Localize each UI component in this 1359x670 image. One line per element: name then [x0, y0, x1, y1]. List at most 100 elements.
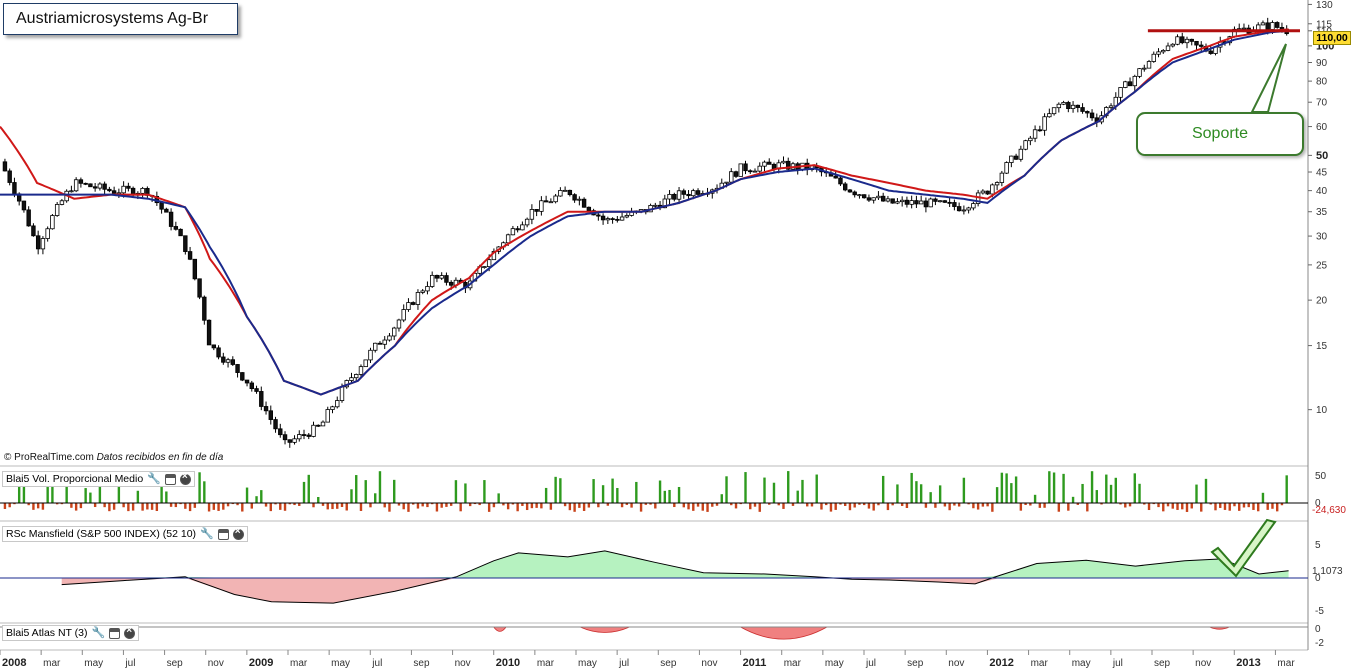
candle-body — [577, 198, 582, 201]
volume-bar — [1043, 503, 1046, 508]
rsc-panel-title: RSc Mansfield (S&P 500 INDEX) (52 10) — [6, 528, 197, 540]
candle-body — [406, 302, 411, 310]
candle-body — [73, 179, 79, 192]
volume-bar — [369, 503, 372, 508]
volume-bar — [464, 483, 467, 503]
volume-bar — [616, 487, 619, 503]
candle-body — [26, 209, 31, 227]
price-tick-label: 60 — [1316, 122, 1328, 133]
price-tick-label: 35 — [1316, 207, 1328, 218]
volume-bar — [1133, 473, 1136, 503]
candle-body — [947, 201, 952, 204]
candle-body — [439, 275, 444, 279]
volume-bar — [601, 485, 605, 503]
volume-bar — [1219, 503, 1222, 508]
candle-body — [373, 342, 378, 351]
candle-body — [1199, 44, 1204, 47]
price-tick-label: 90 — [1316, 58, 1328, 69]
candle-body — [1066, 102, 1071, 110]
candle-body — [1156, 51, 1161, 55]
candle-body — [50, 215, 55, 230]
candle-body — [548, 201, 554, 204]
wrench-icon[interactable]: 🔧 — [147, 472, 161, 485]
volume-bar — [435, 503, 439, 512]
volume-bar — [957, 503, 961, 507]
candle-body — [387, 335, 392, 341]
volume-bar — [279, 503, 282, 510]
time-tick-label: mar — [1277, 658, 1295, 669]
candle-body — [35, 235, 41, 250]
candle-body — [173, 226, 179, 230]
candle-body — [1075, 104, 1081, 108]
volume-bar — [317, 496, 320, 503]
volume-bar — [440, 503, 443, 508]
candle-body — [933, 198, 938, 202]
window-icon[interactable] — [109, 627, 121, 639]
volume-bar — [468, 503, 472, 507]
volume-bar — [312, 503, 315, 508]
volume-bar — [203, 481, 206, 503]
candle-body — [396, 319, 402, 329]
time-tick-label: may — [825, 658, 844, 669]
volume-bar — [739, 503, 742, 505]
candle-body — [529, 209, 535, 220]
candle-body — [880, 195, 886, 202]
close-icon[interactable] — [179, 471, 191, 485]
candle-body — [899, 199, 905, 203]
volume-bar — [611, 478, 614, 503]
time-tick-label: nov — [455, 658, 471, 669]
volume-tick-label: 50 — [1315, 471, 1327, 482]
volume-bar — [630, 503, 633, 508]
candle-body — [221, 356, 226, 363]
volume-last-value: -24,630 — [1312, 505, 1346, 516]
candle-body — [192, 258, 198, 280]
volume-bar — [1105, 474, 1108, 503]
volume-bar — [516, 503, 519, 512]
volume-bar — [27, 503, 30, 506]
wrench-icon[interactable]: 🔧 — [200, 527, 214, 540]
volume-bar — [1152, 503, 1155, 505]
volume-bar — [753, 503, 757, 507]
volume-bar — [1062, 473, 1065, 503]
candle-body — [415, 292, 421, 305]
wrench-icon[interactable]: 🔧 — [91, 626, 106, 639]
volume-bar — [877, 503, 880, 506]
candle-body — [724, 181, 729, 184]
volume-bar — [734, 503, 738, 509]
close-icon[interactable] — [232, 526, 244, 540]
volume-bar — [967, 503, 970, 505]
volume-bar — [298, 503, 301, 506]
time-tick-label: 2011 — [743, 657, 767, 669]
window-icon[interactable] — [164, 473, 176, 485]
candle-body — [1047, 113, 1052, 118]
rsc-tick-label: 5 — [1315, 540, 1321, 551]
candle-body — [92, 186, 98, 189]
candle-body — [961, 209, 967, 212]
candle-body — [325, 409, 330, 423]
volume-bar — [896, 484, 899, 503]
window-icon[interactable] — [217, 528, 229, 540]
volume-bar — [378, 471, 382, 503]
volume-bar — [654, 503, 657, 509]
candle-body — [1018, 148, 1024, 160]
volume-bar — [582, 503, 586, 511]
candle-body — [1194, 40, 1199, 46]
price-axis: 13011511010090807060504540353025201510 — [1308, 0, 1334, 416]
close-icon[interactable] — [124, 625, 136, 639]
candle-body — [918, 200, 924, 205]
volume-bar — [1081, 483, 1084, 503]
volume-bar — [720, 494, 723, 503]
volume-bar — [1257, 503, 1260, 512]
time-tick-label: sep — [413, 658, 430, 669]
volume-bar — [288, 503, 291, 505]
volume-bar — [293, 503, 296, 506]
volume-bar — [231, 503, 235, 505]
volume-bar — [184, 503, 187, 509]
candle-body — [1161, 50, 1166, 53]
volume-bar — [108, 503, 111, 512]
volume-bar — [549, 503, 553, 510]
volume-bar — [1114, 477, 1117, 503]
volume-bar — [658, 480, 662, 503]
candle-body — [121, 185, 126, 194]
